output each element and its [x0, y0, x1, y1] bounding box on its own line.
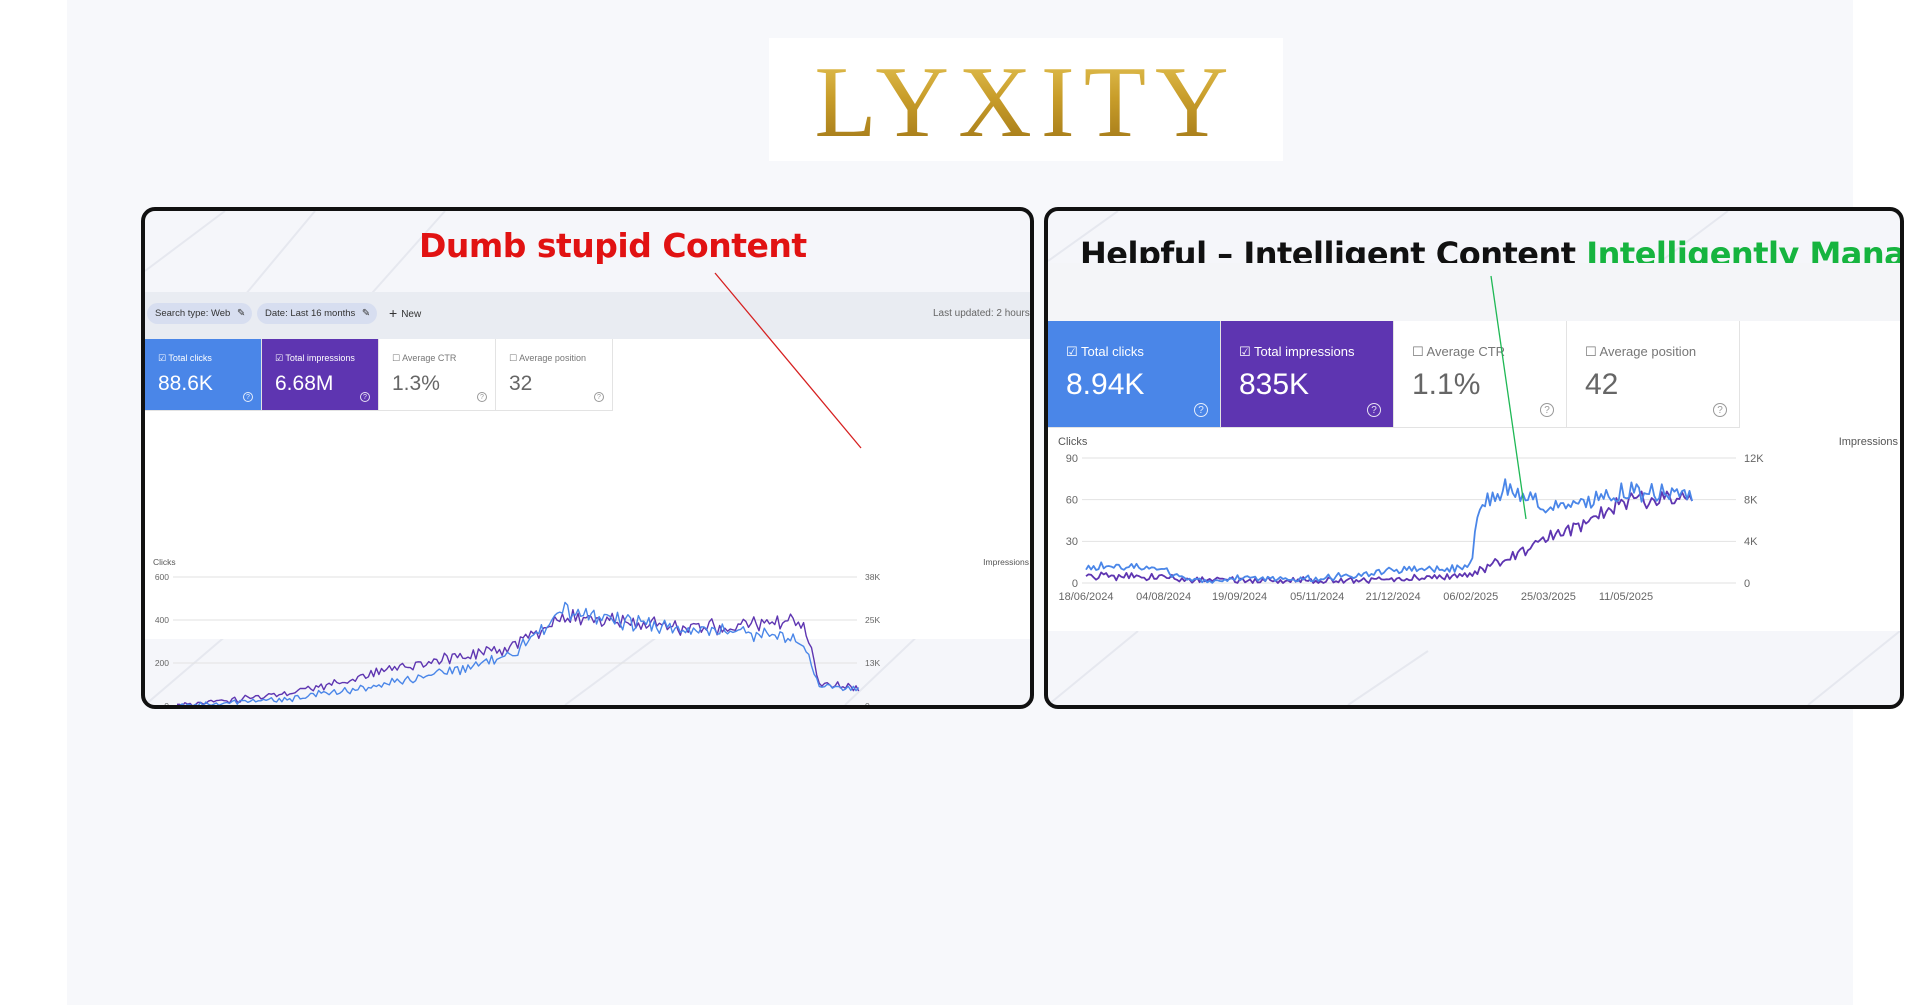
metric-value: 32 — [509, 372, 533, 395]
metric-card-average-ctr[interactable]: ☐ Average CTR 1.1%? — [1394, 321, 1567, 428]
x-tick-label: 21/12/2024 — [1366, 591, 1421, 603]
series-line-total-clicks — [179, 601, 860, 705]
y-tick-label-right: 12K — [1744, 453, 1764, 465]
help-icon[interactable]: ? — [1367, 403, 1381, 417]
toolbar — [1048, 263, 1900, 321]
last-updated-text: Last updated: 2 hours a — [933, 308, 1034, 319]
metric-label: ☑ Total impressions — [1239, 344, 1355, 359]
metric-card-average-position[interactable]: ☐ Average position 32? — [496, 339, 613, 411]
panel-before: Dumb stupid Content Search type: Web ✎ D… — [141, 207, 1034, 709]
toolbar: Search type: Web ✎ Date: Last 16 months … — [145, 292, 1030, 339]
plus-icon: + — [389, 305, 398, 321]
series-line-total-impressions — [1085, 490, 1693, 584]
y-tick-label-right: 4K — [1744, 536, 1758, 548]
metric-cards: ☑ Total clicks 88.6K? ☑ Total impressions 6… — [145, 339, 613, 411]
x-tick-label: 04/08/2024 — [1136, 591, 1191, 603]
y-tick-label-left: 90 — [1066, 453, 1078, 465]
y-tick-label-left: 0 — [1072, 578, 1078, 590]
x-tick-label: 19/09/2024 — [1212, 591, 1267, 603]
search-type-chip[interactable]: Search type: Web ✎ — [147, 303, 253, 324]
metric-card-total-clicks[interactable]: ☑ Total clicks 88.6K? — [145, 339, 262, 411]
metric-card-total-impressions[interactable]: ☑ Total impressions 835K? — [1221, 321, 1394, 428]
metric-value: 8.94K — [1066, 368, 1145, 401]
background-pattern — [1048, 211, 1900, 705]
y-tick-label-left: 30 — [1066, 536, 1078, 548]
metric-label: ☐ Average position — [1585, 344, 1697, 359]
metric-value: 1.3% — [392, 372, 440, 395]
metric-label: ☐ Average CTR — [392, 353, 457, 363]
help-icon[interactable]: ? — [360, 392, 370, 402]
logo-box: LYXITY — [769, 38, 1283, 161]
y-tick-label-left: 600 — [155, 572, 169, 582]
help-icon[interactable]: ? — [1194, 403, 1208, 417]
new-button[interactable]: + New — [389, 303, 421, 325]
y-tick-label-right: 25K — [865, 615, 880, 625]
background-pattern — [145, 211, 966, 705]
canvas-background: LYXITY Dumb stupid Content Search type: … — [67, 0, 1904, 1005]
pencil-icon: ✎ — [361, 308, 371, 319]
metric-value: 6.68M — [275, 372, 334, 395]
series-line-total-impressions — [177, 609, 860, 705]
metric-label: ☑ Total clicks — [1066, 344, 1144, 359]
y-axis-label-left: Clicks — [1058, 436, 1088, 448]
y-tick-label-right: 13K — [865, 658, 880, 668]
y-tick-label-right: 0 — [865, 701, 870, 709]
metric-value: 835K — [1239, 368, 1310, 401]
metric-cards: ☑ Total clicks 8.94K? ☑ Total impressions 8… — [1048, 321, 1740, 428]
y-tick-label-right: 38K — [865, 572, 880, 582]
y-tick-label-left: 0 — [164, 701, 169, 709]
x-tick-label: 05/11/2024 — [1290, 591, 1344, 603]
y-axis-label-right: Impressions — [983, 557, 1029, 567]
metric-card-total-clicks[interactable]: ☑ Total clicks 8.94K? — [1048, 321, 1221, 428]
y-tick-label-left: 400 — [155, 615, 169, 625]
metric-card-average-position[interactable]: ☐ Average position 42? — [1567, 321, 1740, 428]
y-axis-label-right: Impressions — [1839, 436, 1899, 448]
date-label: Date: Last 16 months — [265, 308, 356, 319]
metric-label: ☐ Average position — [509, 353, 586, 363]
x-tick-label: 06/02/2025 — [1443, 591, 1498, 603]
metric-label: ☑ Total impressions — [275, 353, 355, 363]
logo: LYXITY — [814, 45, 1238, 159]
search-type-label: Search type: Web — [155, 308, 231, 319]
x-tick-label: 18/06/2024 — [1058, 591, 1113, 603]
help-icon[interactable]: ? — [594, 392, 604, 402]
y-tick-label-left: 200 — [155, 658, 169, 668]
panel-after: Helpful – Intelligent Content Intelligen… — [1044, 207, 1904, 709]
metric-label: ☐ Average CTR — [1412, 344, 1506, 359]
x-tick-label: 25/03/2025 — [1521, 591, 1576, 603]
metric-card-total-impressions[interactable]: ☑ Total impressions 6.68M? — [262, 339, 379, 411]
date-chip[interactable]: Date: Last 16 months ✎ — [257, 303, 378, 324]
y-tick-label-left: 60 — [1066, 495, 1078, 507]
y-axis-label-left: Clicks — [153, 557, 176, 567]
new-label: New — [401, 309, 422, 320]
help-icon[interactable]: ? — [1713, 403, 1727, 417]
x-tick-label: 11/05/2025 — [1599, 591, 1653, 603]
metric-label: ☑ Total clicks — [158, 353, 212, 363]
help-icon[interactable]: ? — [243, 392, 253, 402]
y-tick-label-right: 8K — [1744, 495, 1758, 507]
metric-card-average-ctr[interactable]: ☐ Average CTR 1.3%? — [379, 339, 496, 411]
pencil-icon: ✎ — [236, 308, 246, 319]
performance-area: ☑ Total clicks 88.6K? ☑ Total impressions 6… — [145, 339, 1030, 705]
metric-value: 1.1% — [1412, 368, 1481, 401]
metric-value: 88.6K — [158, 372, 213, 395]
y-tick-label-right: 0 — [1744, 578, 1750, 590]
help-icon[interactable]: ? — [477, 392, 487, 402]
series-line-total-clicks — [1085, 478, 1693, 584]
help-icon[interactable]: ? — [1540, 403, 1554, 417]
headline-left: Dumb stupid Content — [419, 226, 807, 265]
metric-value: 42 — [1585, 368, 1619, 401]
